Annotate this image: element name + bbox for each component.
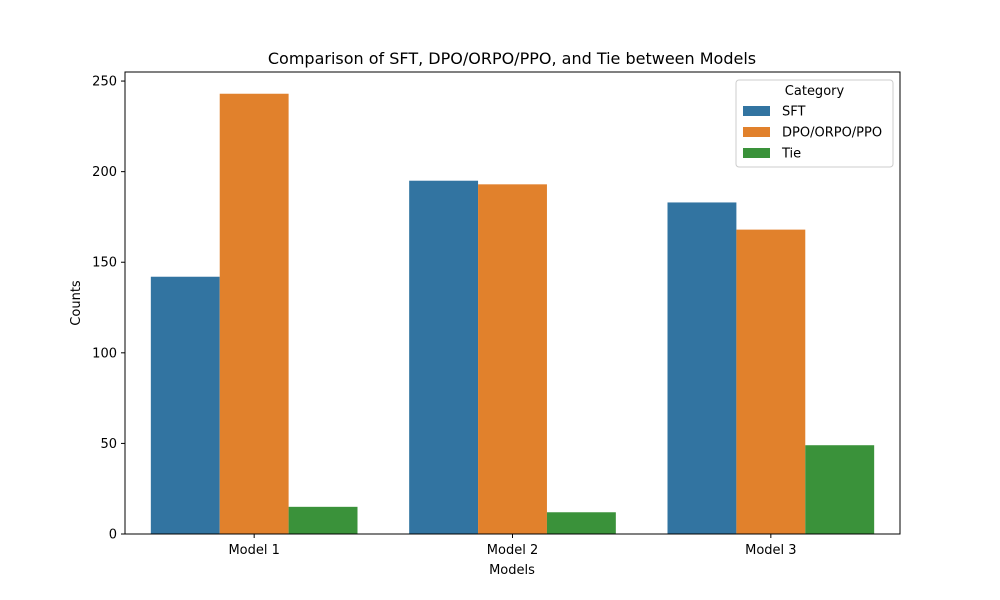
chart-title: Comparison of SFT, DPO/ORPO/PPO, and Tie…	[268, 49, 756, 68]
x-axis-title: Models	[489, 563, 535, 578]
legend-swatch	[743, 106, 770, 116]
bar-dpo-orpo-ppo-model-3	[736, 229, 806, 534]
legend-label: DPO/ORPO/PPO	[782, 126, 882, 141]
y-tick-label: 150	[92, 256, 117, 271]
y-tick-label: 200	[92, 165, 117, 180]
x-axis: Model 1 Model 2 Model 3	[228, 534, 797, 558]
x-tick-label: Model 2	[487, 543, 538, 558]
bar-tie-model-2	[546, 512, 616, 534]
legend-swatch	[743, 148, 770, 158]
bar-sft-model-2	[409, 180, 479, 534]
y-axis-title: Counts	[69, 280, 84, 326]
legend-swatch	[743, 127, 770, 137]
legend-label: Tie	[781, 147, 801, 162]
bar-dpo-orpo-ppo-model-2	[478, 184, 547, 534]
y-tick-label: 0	[109, 528, 117, 543]
bar-tie-model-3	[805, 445, 875, 534]
x-tick-label: Model 3	[745, 543, 796, 558]
bar-dpo-orpo-ppo-model-1	[219, 93, 289, 535]
bar-sft-model-3	[667, 202, 737, 534]
y-axis: 0 50 100 150 200 250	[92, 75, 125, 543]
y-tick-label: 250	[92, 75, 117, 90]
legend-box	[735, 79, 894, 168]
bar-tie-model-1	[288, 506, 358, 534]
y-tick-label: 100	[92, 346, 117, 361]
plot-area	[124, 71, 901, 535]
legend: Category SFT DPO/ORPO/PPO Tie	[735, 79, 894, 168]
x-tick-label: Model 1	[228, 543, 279, 558]
bar-sft-model-1	[150, 276, 220, 534]
y-tick-label: 50	[100, 437, 117, 452]
legend-title: Category	[785, 84, 845, 99]
legend-label: SFT	[782, 105, 806, 120]
